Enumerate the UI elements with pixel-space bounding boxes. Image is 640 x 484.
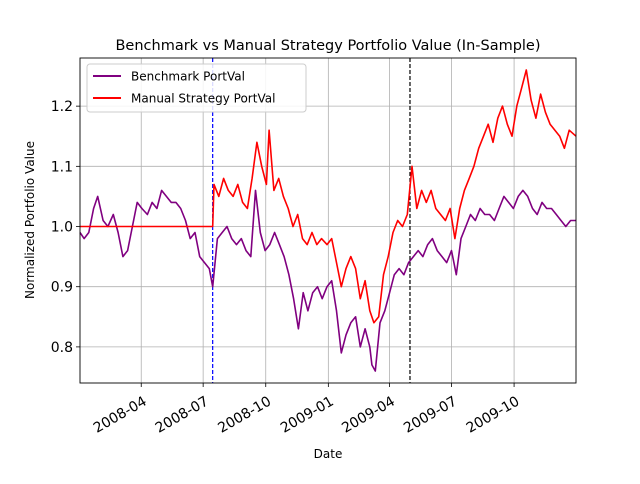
y-tick-label: 0.8 — [51, 340, 73, 356]
x-axis-label: Date — [314, 447, 343, 461]
y-tick-label: 1.2 — [51, 99, 73, 115]
chart-title: Benchmark vs Manual Strategy Portfolio V… — [115, 38, 540, 54]
series-manual-strategy-line — [80, 69, 577, 324]
legend-label-manual-strategy: Manual Strategy PortVal — [131, 92, 275, 106]
y-tick-label: 1.0 — [51, 220, 73, 236]
legend: Benchmark PortVal Manual Strategy PortVa… — [86, 63, 307, 113]
legend-label-benchmark: Benchmark PortVal — [131, 70, 245, 84]
series-benchmark-line — [79, 189, 576, 372]
y-axis-ticks: 0.8 0.9 1.0 1.1 1.2 — [51, 99, 80, 356]
y-tick-label: 0.9 — [51, 280, 73, 296]
series-lines — [79, 69, 577, 372]
legend-box — [86, 63, 307, 113]
y-axis-label: Normalized Portfolio Value — [23, 141, 37, 299]
grid-lines — [80, 58, 576, 383]
y-tick-label: 1.1 — [51, 159, 73, 175]
